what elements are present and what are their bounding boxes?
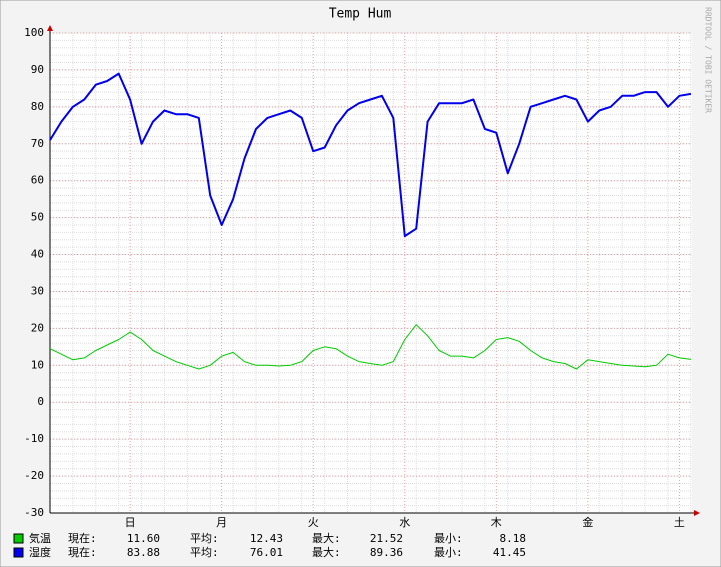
y-tick-label: -10: [24, 432, 44, 445]
y-tick-label: 60: [31, 174, 44, 187]
stat-label: 最大:: [312, 545, 341, 559]
stat-label: 現在:: [68, 532, 97, 545]
plot-area: [50, 33, 692, 513]
x-tick-label: 水: [399, 516, 410, 529]
legend-label: 気温: [29, 531, 51, 545]
stat-value: 83.88: [127, 546, 160, 559]
stat-value: 41.45: [493, 546, 526, 559]
x-tick-label: 金: [582, 515, 593, 529]
chart-title: Temp Hum: [329, 7, 392, 22]
x-arrow: [694, 510, 700, 516]
legend-label: 湿度: [29, 545, 51, 559]
watermark: RRDTOOL / TOBI OETIKER: [704, 7, 713, 113]
y-tick-label: 70: [31, 137, 44, 150]
legend-swatch: [13, 533, 24, 544]
y-tick-label: 40: [31, 248, 44, 261]
stat-label: 平均:: [190, 546, 219, 559]
stat-value: 12.43: [250, 532, 283, 545]
x-tick-label: 月: [216, 516, 227, 529]
y-tick-label: -30: [24, 506, 44, 519]
x-tick-label: 日: [125, 516, 136, 529]
series-line: [49, 72, 692, 238]
y-tick-label: 30: [31, 284, 44, 297]
y-tick-label: 90: [31, 63, 44, 76]
y-tick-label: 50: [31, 211, 44, 224]
y-tick-label: 10: [31, 358, 44, 371]
series-line: [49, 324, 691, 370]
stat-value: 89.36: [370, 546, 403, 559]
stat-label: 最大:: [312, 531, 341, 545]
stat-value: 11.60: [127, 532, 160, 545]
y-tick-label: 100: [24, 26, 44, 39]
x-tick-label: 土: [674, 516, 685, 529]
y-arrow: [47, 25, 53, 31]
y-tick-label: 80: [31, 100, 44, 113]
stat-label: 平均:: [190, 532, 219, 545]
stat-label: 最小:: [434, 532, 463, 545]
y-tick-label: 20: [31, 321, 44, 334]
x-tick-label: 火: [308, 516, 319, 529]
x-tick-label: 木: [491, 516, 502, 529]
stat-value: 21.52: [370, 532, 403, 545]
y-tick-label: 0: [37, 395, 44, 408]
stat-value: 8.18: [500, 532, 527, 545]
legend-swatch: [13, 547, 24, 558]
stat-value: 76.01: [250, 546, 283, 559]
y-tick-label: -20: [24, 469, 44, 482]
stat-label: 最小:: [434, 546, 463, 559]
stat-label: 現在:: [68, 546, 97, 559]
